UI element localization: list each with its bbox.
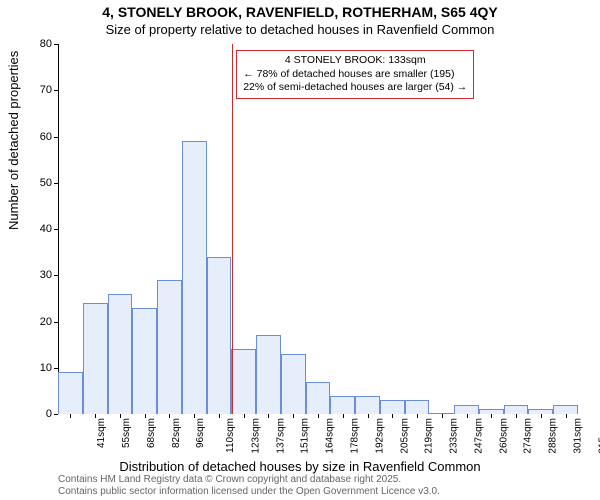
property-marker-line — [232, 44, 233, 414]
x-tick-label: 288sqm — [548, 418, 559, 454]
y-tick-label: 60 — [22, 131, 52, 143]
histogram-bar — [330, 396, 355, 415]
histogram-bar — [454, 405, 479, 414]
x-tick-label: 82sqm — [171, 418, 182, 448]
y-tick-mark — [54, 137, 58, 138]
y-axis-line — [58, 44, 59, 414]
histogram-bar — [231, 349, 256, 414]
x-tick-label: 110sqm — [225, 418, 236, 453]
histogram-bar — [405, 400, 430, 414]
x-tick-mark — [467, 414, 468, 418]
y-tick-label: 50 — [22, 177, 52, 189]
x-tick-label: 260sqm — [498, 418, 509, 454]
histogram-bar — [306, 382, 331, 414]
histogram-bar — [157, 280, 182, 414]
y-tick-mark — [54, 183, 58, 184]
y-tick-mark — [54, 275, 58, 276]
x-tick-mark — [268, 414, 269, 418]
x-tick-label: 274sqm — [523, 418, 534, 454]
x-tick-label: 205sqm — [399, 418, 410, 454]
x-tick-label: 123sqm — [251, 418, 262, 454]
x-axis-label: Distribution of detached houses by size … — [0, 459, 600, 474]
x-tick-label: 68sqm — [146, 418, 157, 448]
x-tick-label: 55sqm — [121, 418, 132, 448]
x-tick-mark — [516, 414, 517, 418]
x-tick-mark — [194, 414, 195, 418]
x-tick-label: 178sqm — [350, 418, 361, 454]
footnote: Contains HM Land Registry data © Crown c… — [58, 474, 592, 498]
x-tick-mark — [491, 414, 492, 418]
x-tick-mark — [219, 414, 220, 418]
histogram-bar — [256, 335, 281, 414]
footnote-line-2: Contains public sector information licen… — [58, 486, 592, 498]
x-tick-label: 164sqm — [325, 418, 336, 454]
histogram-bar — [355, 396, 380, 415]
x-tick-mark — [70, 414, 71, 418]
x-tick-label: 96sqm — [195, 418, 206, 448]
x-tick-mark — [293, 414, 294, 418]
chart-title: 4, STONELY BROOK, RAVENFIELD, ROTHERHAM,… — [0, 4, 600, 20]
x-tick-mark — [145, 414, 146, 418]
y-tick-mark — [54, 229, 58, 230]
x-tick-mark — [120, 414, 121, 418]
y-tick-mark — [54, 44, 58, 45]
histogram-bar — [504, 405, 529, 414]
x-tick-label: 301sqm — [572, 418, 583, 454]
x-tick-mark — [343, 414, 344, 418]
histogram-bar — [132, 308, 157, 414]
histogram-bar — [182, 141, 207, 414]
footnote-line-1: Contains HM Land Registry data © Crown c… — [58, 474, 592, 486]
y-tick-mark — [54, 414, 58, 415]
y-axis-label: Number of detached properties — [6, 51, 21, 230]
x-tick-label: 137sqm — [275, 418, 286, 454]
y-tick-label: 30 — [22, 269, 52, 281]
x-tick-mark — [566, 414, 567, 418]
plot-area: 0102030405060708041sqm55sqm68sqm82sqm96s… — [58, 44, 578, 414]
x-tick-mark — [417, 414, 418, 418]
x-tick-label: 41sqm — [96, 418, 107, 448]
y-tick-mark — [54, 368, 58, 369]
annotation-line: 4 STONELY BROOK: 133sqm — [243, 54, 467, 68]
histogram-bar — [58, 372, 83, 414]
histogram-bar — [281, 354, 306, 414]
property-size-chart: 4, STONELY BROOK, RAVENFIELD, ROTHERHAM,… — [0, 0, 600, 500]
x-tick-mark — [318, 414, 319, 418]
x-tick-label: 151sqm — [300, 418, 311, 454]
y-tick-label: 80 — [22, 38, 52, 50]
y-tick-mark — [54, 90, 58, 91]
histogram-bar — [380, 400, 405, 414]
x-tick-label: 192sqm — [374, 418, 385, 454]
y-tick-label: 20 — [22, 316, 52, 328]
x-tick-mark — [442, 414, 443, 418]
histogram-bar — [207, 257, 232, 414]
histogram-bar — [108, 294, 133, 414]
y-tick-mark — [54, 322, 58, 323]
x-tick-label: 233sqm — [449, 418, 460, 454]
y-tick-label: 10 — [22, 362, 52, 374]
x-tick-mark — [95, 414, 96, 418]
x-tick-label: 219sqm — [424, 418, 435, 454]
histogram-bar — [553, 405, 578, 414]
x-tick-mark — [392, 414, 393, 418]
y-tick-label: 0 — [22, 408, 52, 420]
annotation-line: ← 78% of detached houses are smaller (19… — [243, 68, 467, 82]
annotation-box: 4 STONELY BROOK: 133sqm← 78% of detached… — [236, 50, 474, 99]
x-tick-mark — [541, 414, 542, 418]
x-tick-mark — [244, 414, 245, 418]
y-tick-label: 40 — [22, 223, 52, 235]
chart-subtitle: Size of property relative to detached ho… — [0, 22, 600, 37]
x-tick-mark — [368, 414, 369, 418]
x-tick-label: 247sqm — [473, 418, 484, 454]
histogram-bar — [83, 303, 108, 414]
annotation-line: 22% of semi-detached houses are larger (… — [243, 81, 467, 95]
y-tick-label: 70 — [22, 84, 52, 96]
x-tick-mark — [169, 414, 170, 418]
